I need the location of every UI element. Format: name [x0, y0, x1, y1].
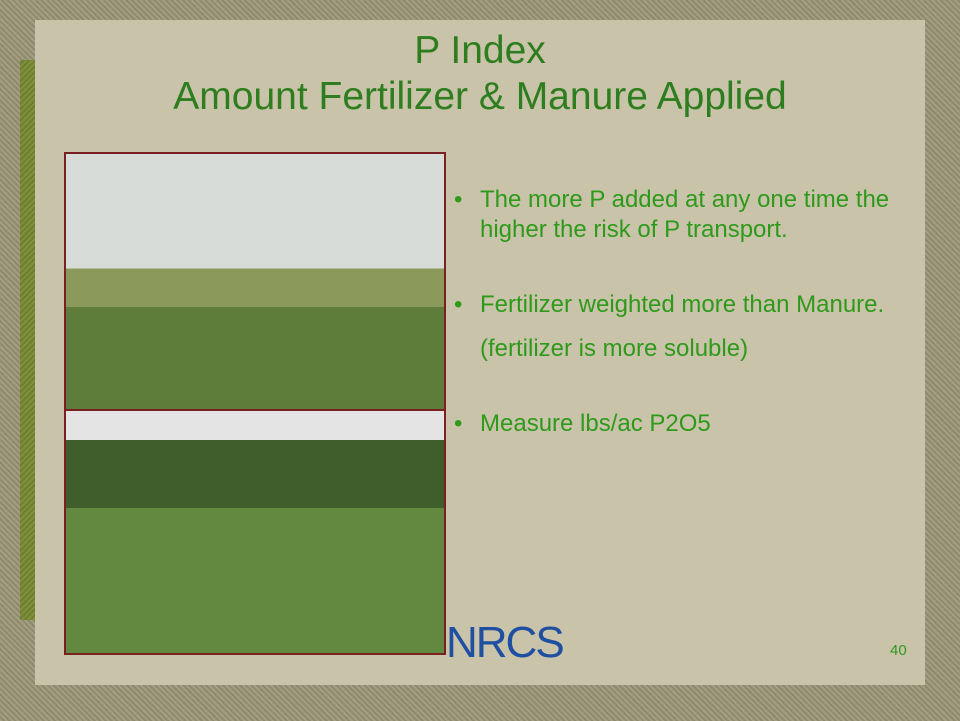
bullet: Fertilizer weighted more than Manure. (fe… [450, 290, 930, 364]
bullet-text: Measure lbs/ac P2O5 [480, 410, 711, 437]
title-line: Amount Fertilizer & Manure Applied [173, 75, 787, 118]
title: P Index Amount Fertilizer & Manure Appli… [35, 28, 925, 120]
photo-truck [64, 409, 446, 655]
logo: NRCS [446, 618, 565, 667]
bullet-text: Fertilizer weighted more than Manure. [480, 291, 885, 318]
page-number: 40 [890, 642, 907, 659]
photo-tractor [64, 152, 446, 411]
title-line: P Index [414, 29, 546, 72]
bullet-note: (fertilizer is more soluble) [480, 335, 749, 362]
bullet: Measure lbs/ac P2O5 [450, 409, 930, 439]
bullet-list: The more P added at any one time the hig… [450, 185, 930, 484]
bullet-text: The more P added at any one time the hig… [480, 186, 890, 243]
bullet: The more P added at any one time the hig… [450, 185, 930, 245]
